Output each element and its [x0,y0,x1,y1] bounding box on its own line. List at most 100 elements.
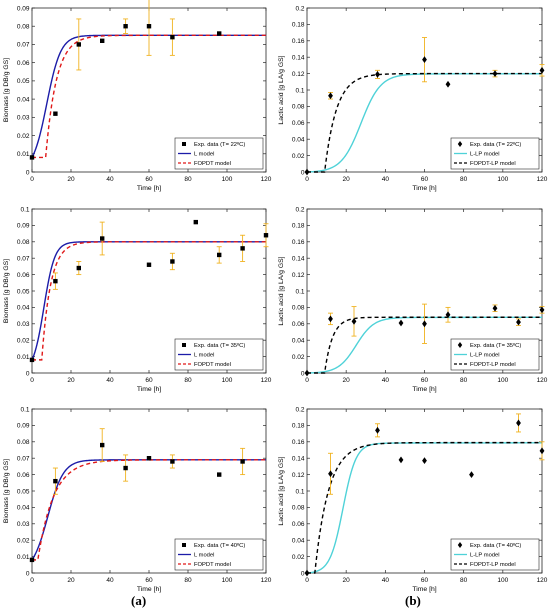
y-tick-label: 0.2 [295,406,304,413]
x-axis-label: Time [h] [412,386,436,393]
y-tick-label: 0.04 [17,96,30,103]
data-point [100,236,105,241]
legend: Exp. data (T= 35ºC) L model FOPDT model [174,338,264,371]
legend-label: FOPDT-LP model [470,362,516,368]
x-tick-label: 120 [537,377,548,384]
y-tick-label: 0.16 [292,439,305,446]
data-point [445,80,451,88]
y-tick-label: 0.07 [17,42,30,49]
legend-marker [457,342,463,348]
data-point [422,457,427,465]
x-tick-label: 0 [30,176,34,183]
x-tick-label: 40 [106,377,114,384]
y-axis-label: Lactic acid [g LA/g GS] [278,456,285,525]
x-tick-label: 120 [537,176,548,183]
y-tick-label: 0.06 [17,472,30,479]
data-point [516,419,521,427]
data-point [304,369,310,377]
y-tick-label: 0 [26,570,30,577]
x-tick-label: 120 [261,377,272,384]
legend-box [174,338,264,371]
x-tick-label: 40 [382,377,390,384]
legend: Exp. data (T= 22ºC) L model FOPDT model [174,137,264,170]
x-tick-label: 20 [67,377,75,384]
data-point [146,262,152,267]
y-tick-label: 0.06 [17,272,30,279]
legend-marker [182,343,186,347]
legend-marker [457,542,463,548]
y-tick-label: 0.14 [292,256,305,263]
data-point [76,265,81,271]
legend: Exp. data (T= 40ºC) L-LP model FOPDT-LP mo… [450,538,540,571]
data-point [304,168,310,176]
y-tick-label: 0.08 [292,305,305,312]
model-curve-2 [307,441,542,574]
y-axis-label: Biomass [g DB/g GS] [3,58,10,122]
legend-label: Exp. data (T= 40ºC) [194,542,245,549]
y-tick-label: 0.14 [292,55,305,62]
legend-label: FOPDT-LP model [470,161,516,167]
model-curve-2 [32,34,266,159]
y-axis-label: Biomass [g DB/g GS] [3,459,10,523]
y-tick-label: 0.08 [17,239,30,246]
y-tick-label: 0.1 [295,87,304,94]
data-point [170,459,175,464]
legend: Exp. data (T= 40ºC) L model FOPDT model [174,538,264,571]
legend-label: Exp. data (T= 22ºC) [194,141,245,148]
data-point [240,246,245,251]
data-point [217,472,222,477]
chart-panel-5: 0 20 40 60 80 100 120 0 0.01 0.02 0.03 0.04 0.05 0.06… [3,406,272,593]
y-tick-label: 0.12 [292,71,305,78]
legend-marker [182,142,186,146]
y-tick-label: 0.05 [17,288,30,295]
x-tick-label: 0 [305,377,309,384]
y-tick-label: 0.18 [292,22,305,29]
x-tick-label: 40 [106,577,114,584]
y-tick-label: 0.09 [17,423,30,430]
y-axis-label: Lactic acid [g LA/g GS] [278,55,285,124]
x-tick-label: 40 [382,577,390,584]
y-tick-label: 0.2 [295,5,304,12]
y-tick-label: 0.07 [17,256,30,263]
data-point [539,66,545,74]
y-tick-label: 0.1 [20,406,29,413]
y-tick-label: 0.08 [17,24,30,31]
x-axis-label: Time [h] [412,586,436,593]
y-tick-label: 0.01 [17,151,30,158]
data-point [422,320,427,328]
y-tick-label: 0.1 [295,288,304,295]
panel-label-a: (a) [131,593,147,608]
y-tick-label: 0.05 [17,78,30,85]
x-tick-label: 120 [261,176,272,183]
chart-panel-1: 0 20 40 60 80 100 120 0 0.01 0.02 0.03 0.04 0.05 0.06… [3,0,272,192]
x-tick-label: 20 [343,577,351,584]
legend: Exp. data (T= 22ºC) L-LP model FOPDT-LP mo… [450,137,540,170]
y-tick-label: 0.02 [292,354,305,361]
x-tick-label: 80 [184,577,192,584]
x-tick-label: 40 [382,176,390,183]
x-tick-label: 60 [421,577,429,584]
data-point [193,219,198,225]
x-tick-label: 0 [30,377,34,384]
legend-label: L model [194,152,214,158]
y-tick-label: 0.16 [292,38,305,45]
data-point [29,357,35,363]
y-tick-label: 0.2 [295,206,304,213]
data-point [240,459,245,464]
y-tick-label: 0 [26,370,30,377]
data-point [375,426,380,434]
y-tick-label: 0.1 [295,488,304,495]
data-point [29,155,35,160]
y-tick-label: 0 [26,169,30,176]
x-tick-label: 0 [305,577,309,584]
y-tick-label: 0.03 [17,115,30,122]
x-tick-label: 100 [497,377,508,384]
y-tick-label: 0.03 [17,321,30,328]
y-tick-label: 0.1 [20,206,29,213]
legend-box [174,538,264,571]
data-point [100,38,105,43]
data-point [445,311,451,319]
legend-label: FOPDT model [194,161,231,167]
y-tick-label: 0 [301,370,305,377]
